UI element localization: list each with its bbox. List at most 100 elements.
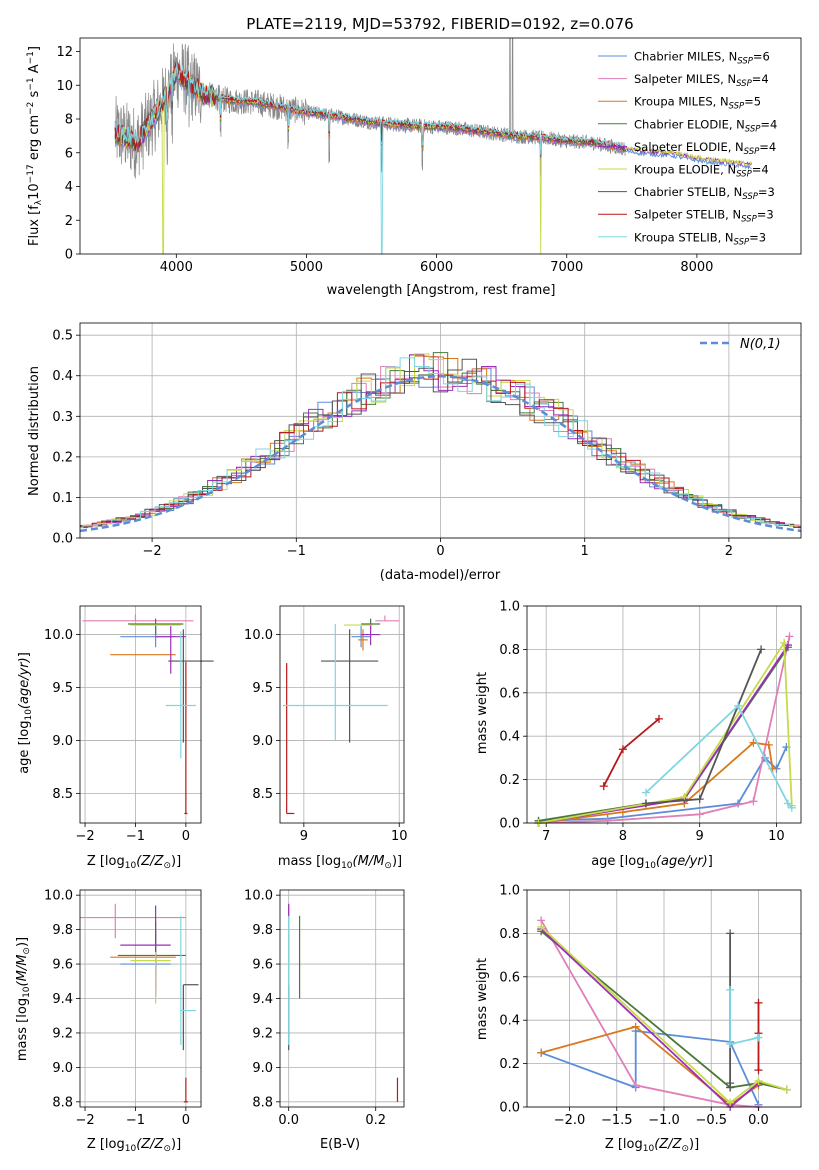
series-line xyxy=(538,640,793,824)
x-tick-label: −1 xyxy=(287,544,306,559)
legend-label: Kroupa STELIB, NSSP=3 xyxy=(634,230,766,247)
y-tick-label: 0.1 xyxy=(52,491,73,506)
x-tick-label: 0.0 xyxy=(278,1113,299,1128)
y-tick-label: 0.4 xyxy=(52,369,73,384)
axes-frame xyxy=(279,605,405,824)
x-tick-label: 7 xyxy=(542,829,550,844)
x-tick-label: −1 xyxy=(126,1113,145,1128)
y-tick-label: 6 xyxy=(65,146,73,161)
massweight-vs-metallicity-panel: −2.0 −1.5 −1.0 −0.5 0.0 0.0 0.2 0.4 0.6 0.8 1.0 xyxy=(499,884,802,1128)
series-marker xyxy=(618,745,627,754)
x-tick-label: 0 xyxy=(436,544,444,559)
series-marker xyxy=(695,795,704,804)
p5-xlabel: age [log10(age/yr)] xyxy=(591,854,713,871)
legend-label: Chabrier STELIB, NSSP=3 xyxy=(634,185,775,202)
x-tick-label: 10 xyxy=(768,829,785,844)
histogram-step xyxy=(80,357,801,528)
mass-vs-metallicity-panel: −2 −1 0 8.8 9.0 9.2 9.4 9.6 9.8 10.0 xyxy=(44,889,202,1128)
series-line xyxy=(645,704,793,809)
x-tick-label: −2 xyxy=(75,1113,94,1128)
normal-curve xyxy=(80,374,801,533)
series-marker xyxy=(754,998,763,1007)
series-line xyxy=(540,928,760,1109)
y-tick-label: 10.0 xyxy=(44,889,73,904)
series-marker xyxy=(726,929,735,938)
series-marker xyxy=(599,782,608,791)
y-tick-label: 9.8 xyxy=(252,923,273,938)
series-marker xyxy=(631,1081,640,1090)
series-marker xyxy=(754,1076,763,1085)
y-tick-label: 0 xyxy=(65,248,73,263)
legend-label: Kroupa MILES, NSSP=5 xyxy=(634,95,761,112)
p6-ylabel: mass [log10(M/M⊙)] xyxy=(15,937,32,1061)
y-tick-label: 9.0 xyxy=(252,1061,273,1076)
p6-xlabel: Z [log10(Z/Z⊙)] xyxy=(87,1137,181,1154)
series-marker xyxy=(537,1048,546,1057)
y-tick-label: 9.2 xyxy=(252,1026,273,1041)
legend-label: Salpeter STELIB, NSSP=3 xyxy=(634,208,774,225)
series-marker xyxy=(726,1098,735,1107)
series-line xyxy=(538,636,791,824)
legend-label: Salpeter MILES, NSSP=4 xyxy=(634,72,769,89)
y-tick-label: 8.5 xyxy=(252,787,273,802)
x-tick-label: −2 xyxy=(75,829,94,844)
legend-label: Kroupa ELODIE, NSSP=4 xyxy=(634,163,769,180)
y-tick-label: 8.5 xyxy=(52,787,73,802)
y-tick-label: 9.4 xyxy=(252,992,273,1007)
histogram-xlabel: (data-model)/error xyxy=(380,568,501,583)
x-tick-label: 5000 xyxy=(290,260,323,275)
x-tick-label: 6000 xyxy=(420,260,453,275)
series-marker xyxy=(783,799,792,808)
spectrum-legend: Chabrier MILES, NSSP=6 Salpeter MILES, NS… xyxy=(598,50,777,247)
series-marker xyxy=(787,803,796,812)
series-line xyxy=(538,644,789,824)
y-tick-label: 10.0 xyxy=(244,628,273,643)
series-marker xyxy=(631,1022,640,1031)
series-marker xyxy=(749,797,758,806)
y-tick-label: 1.0 xyxy=(499,884,520,899)
x-tick-label: 0 xyxy=(182,1113,190,1128)
age-vs-mass-panel: 9 10 8.5 9.0 9.5 10.0 xyxy=(244,605,408,844)
p3-ylabel: age [log10(age/yr)] xyxy=(17,652,34,774)
x-tick-label: 0.2 xyxy=(365,1113,386,1128)
x-tick-label: 7000 xyxy=(550,260,583,275)
series-marker xyxy=(641,788,650,797)
x-tick-label: 8 xyxy=(619,829,627,844)
x-tick-label: 2 xyxy=(725,544,733,559)
y-tick-label: 4 xyxy=(65,180,73,195)
y-tick-label: 0.8 xyxy=(499,643,520,658)
y-tick-label: 2 xyxy=(65,214,73,229)
series-marker xyxy=(641,799,650,808)
x-tick-label: −1.5 xyxy=(601,1113,633,1128)
x-tick-label: −2.0 xyxy=(554,1113,586,1128)
mass-vs-extinction-panel: 0.0 0.2 8.8 9.0 9.2 9.4 9.6 9.8 10.0 xyxy=(244,889,405,1128)
axes-frame xyxy=(526,605,802,824)
y-tick-label: 9.6 xyxy=(252,958,273,973)
series-marker xyxy=(785,632,794,641)
x-tick-label: −2 xyxy=(143,544,162,559)
x-tick-label: 0.0 xyxy=(748,1113,769,1128)
p8-xlabel: Z [log10(Z/Z⊙)] xyxy=(605,1137,699,1154)
legend-label: Chabrier MILES, NSSP=6 xyxy=(634,50,770,67)
series-marker xyxy=(655,714,664,723)
series-line xyxy=(540,1029,760,1106)
x-tick-label: 9 xyxy=(696,829,704,844)
y-tick-label: 10 xyxy=(56,79,73,94)
y-tick-label: 9.2 xyxy=(52,1026,73,1041)
axes-frame xyxy=(79,37,802,255)
x-tick-label: 8000 xyxy=(680,260,713,275)
y-tick-label: 9.0 xyxy=(52,1061,73,1076)
series-marker xyxy=(754,1033,763,1042)
y-tick-label: 0.0 xyxy=(499,1101,520,1116)
y-tick-label: 8 xyxy=(65,113,73,128)
spectrum-ylabel: Flux [fλ10−17 erg cm−2 s−1 A−1] xyxy=(26,46,44,246)
y-tick-label: 0.5 xyxy=(52,329,73,344)
y-tick-label: 9.5 xyxy=(252,681,273,696)
y-tick-label: 8.8 xyxy=(252,1095,273,1110)
series-line xyxy=(603,718,660,787)
series-marker xyxy=(726,985,735,994)
x-tick-label: 0 xyxy=(182,829,190,844)
y-tick-label: 0.0 xyxy=(499,817,520,832)
histogram-ylabel: Normed distribution xyxy=(27,366,42,496)
y-tick-label: 0.4 xyxy=(499,730,520,745)
